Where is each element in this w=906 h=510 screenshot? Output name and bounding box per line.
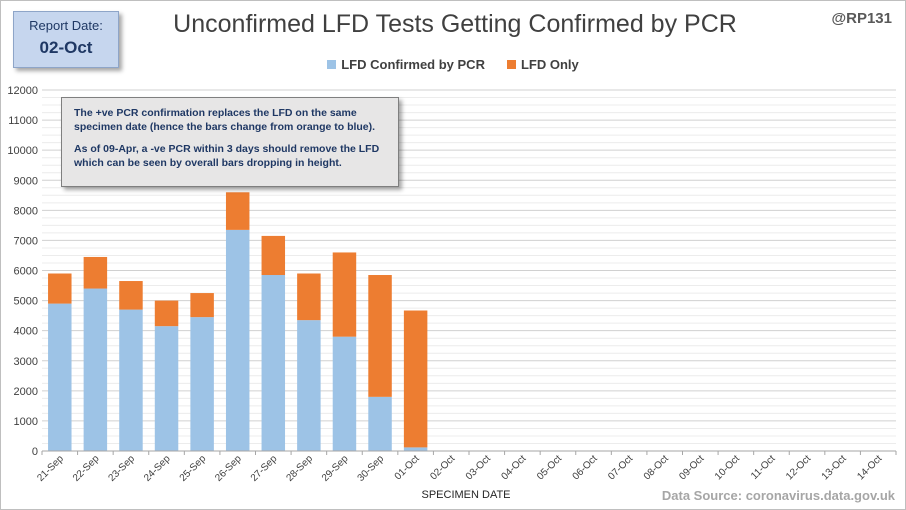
report-date-value: 02-Oct <box>39 38 93 57</box>
x-tick-label: 14-Oct <box>855 453 884 482</box>
report-date-label: Report Date: <box>29 18 103 33</box>
x-tick-label: 25-Sep <box>178 453 209 484</box>
bar-confirmed-22-Sep <box>83 288 108 451</box>
bar-confirmed-25-Sep <box>190 317 214 451</box>
bar-lfd-only-26-Sep <box>225 192 250 230</box>
bar-confirmed-28-Sep <box>297 320 321 451</box>
annotation-note: The +ve PCR confirmation replaces the LF… <box>61 97 399 187</box>
y-tick-label: 7000 <box>14 235 38 247</box>
legend: LFD Confirmed by PCR LFD Only <box>0 57 906 72</box>
bar-confirmed-29-Sep <box>332 336 357 451</box>
x-tick-label: 09-Oct <box>677 453 706 482</box>
bar-lfd-only-25-Sep <box>190 293 214 318</box>
y-tick-label: 0 <box>32 446 38 458</box>
bar-confirmed-01-Oct <box>403 447 428 451</box>
x-tick-label: 28-Sep <box>284 453 315 484</box>
x-tick-label: 24-Sep <box>142 453 173 484</box>
legend-label-confirmed: LFD Confirmed by PCR <box>341 57 485 72</box>
y-tick-label: 4000 <box>14 326 38 338</box>
y-tick-label: 8000 <box>14 205 38 217</box>
note-line-1: The +ve PCR confirmation replaces the LF… <box>74 107 376 133</box>
x-tick-label: 30-Sep <box>356 453 387 484</box>
x-tick-label: 01-Oct <box>393 453 422 482</box>
y-tick-label: 11000 <box>8 115 38 127</box>
legend-swatch-lfd-only <box>506 60 516 69</box>
legend-swatch-confirmed <box>327 60 337 69</box>
bar-confirmed-23-Sep <box>119 309 143 451</box>
y-tick-label: 12000 <box>7 85 38 97</box>
bars <box>48 192 428 451</box>
data-source: Data Source: coronavirus.data.gov.uk <box>661 488 895 503</box>
y-tick-label: 5000 <box>14 296 38 308</box>
y-tick-label: 1000 <box>14 416 38 428</box>
legend-item-lfd-only: LFD Only <box>506 57 579 72</box>
legend-item-confirmed: LFD Confirmed by PCR <box>327 57 485 72</box>
bar-lfd-only-22-Sep <box>83 256 108 289</box>
x-tick-label: 06-Oct <box>571 453 600 482</box>
bar-lfd-only-23-Sep <box>119 281 143 310</box>
bar-confirmed-26-Sep <box>225 229 250 451</box>
bar-confirmed-27-Sep <box>261 275 286 451</box>
x-tick-label: 10-Oct <box>713 453 742 482</box>
x-tick-label: 03-Oct <box>464 453 493 482</box>
bar-lfd-only-29-Sep <box>332 252 357 337</box>
bar-confirmed-30-Sep <box>368 396 392 451</box>
x-tick-label: 13-Oct <box>820 453 849 482</box>
x-tick-label: 26-Sep <box>213 453 244 484</box>
x-tick-label: 27-Sep <box>249 453 280 484</box>
x-tick-label: 21-Sep <box>35 453 66 484</box>
bar-lfd-only-27-Sep <box>261 235 286 276</box>
x-tick-label: 11-Oct <box>749 453 778 482</box>
y-tick-label: 10000 <box>7 145 38 157</box>
bar-lfd-only-24-Sep <box>154 300 179 327</box>
author-handle: @RP131 <box>831 10 893 27</box>
x-tick-label: 22-Sep <box>71 453 102 484</box>
y-tick-label: 2000 <box>14 386 38 398</box>
bar-lfd-only-01-Oct <box>403 310 428 448</box>
bar-lfd-only-30-Sep <box>368 275 392 397</box>
legend-label-lfd-only: LFD Only <box>520 57 579 72</box>
x-tick-label: 23-Sep <box>106 453 137 484</box>
bar-confirmed-21-Sep <box>48 303 72 451</box>
y-tick-label: 9000 <box>14 175 38 187</box>
x-tick-label: 04-Oct <box>499 453 528 482</box>
note-line-2: As of 09-Apr, a -ve PCR within 3 days sh… <box>74 143 380 169</box>
x-axis-title: SPECIMEN DATE <box>421 489 510 501</box>
bar-lfd-only-21-Sep <box>48 273 72 304</box>
x-tick-label: 05-Oct <box>535 453 564 482</box>
x-tick-label: 29-Sep <box>320 453 351 484</box>
grid-lines <box>42 89 896 452</box>
bar-confirmed-24-Sep <box>154 326 179 451</box>
bar-lfd-only-28-Sep <box>297 273 321 321</box>
chart-title: Unconfirmed LFD Tests Getting Confirmed … <box>173 10 737 38</box>
x-tick-label: 02-Oct <box>428 453 457 482</box>
y-tick-label: 3000 <box>14 356 38 368</box>
report-date-box: Report Date: 02-Oct <box>13 11 119 68</box>
x-tick-label: 07-Oct <box>606 453 635 482</box>
x-tick-label: 08-Oct <box>642 453 671 482</box>
x-tick-label: 12-Oct <box>784 453 813 482</box>
y-tick-label: 6000 <box>14 266 38 278</box>
